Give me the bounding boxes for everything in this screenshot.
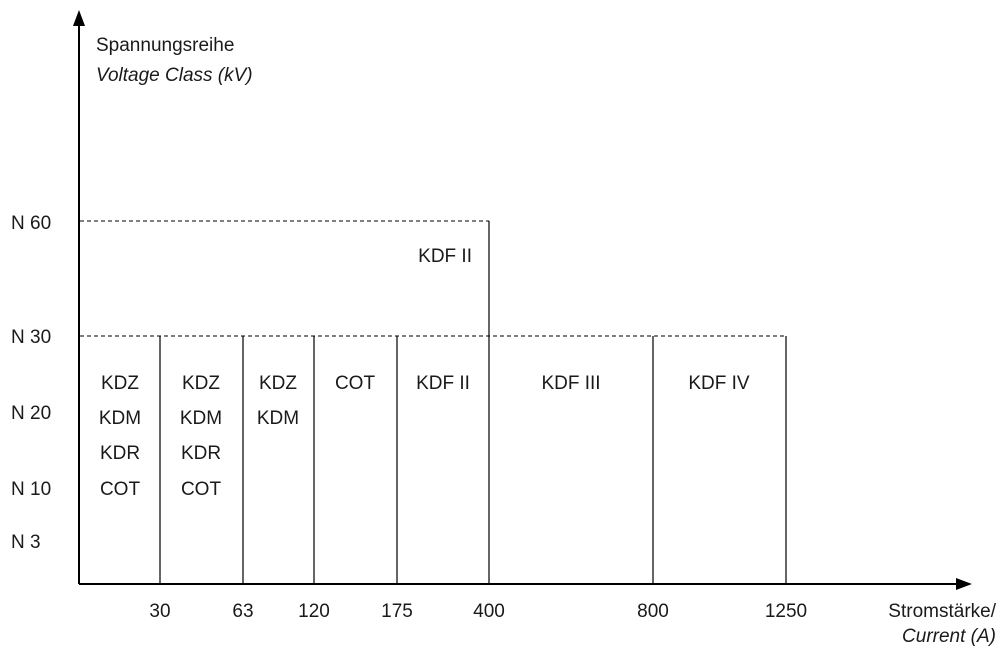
region-400-800-type-1: KDF III [541,373,600,394]
region-120-175-type-1: COT [335,373,376,394]
y-axis-subtitle: Voltage Class (kV) [96,65,253,86]
region-175-400-type-1: KDF II [416,373,470,394]
x-axis-title: Stromstärke/ [888,601,996,622]
region-30-63-type-3: KDR [181,443,221,464]
region-0-400-n60-type-1: KDF II [418,246,472,267]
x-axis-arrow-icon [956,578,972,590]
x-tick-400: 400 [473,601,505,622]
region-30-63-type-1: KDZ [182,373,220,394]
region-0-30-type-1: KDZ [101,373,139,394]
x-axis-subtitle: Current (A) [902,626,996,647]
x-tick-175: 175 [381,601,413,622]
y-tick-n30: N 30 [11,327,51,348]
y-tick-n10: N 10 [11,479,51,500]
x-tick-800: 800 [637,601,669,622]
region-63-120-type-2: KDM [257,408,299,429]
x-tick-30: 30 [149,601,170,622]
y-axis-arrow-icon [73,10,85,26]
y-tick-n60: N 60 [11,213,51,234]
x-tick-63: 63 [232,601,253,622]
y-axis-title: Spannungsreihe [96,35,234,56]
x-tick-1250: 1250 [765,601,807,622]
region-800-1250-type-1: KDF IV [688,373,750,394]
y-tick-n3: N 3 [11,532,41,553]
region-0-30-type-2: KDM [99,408,141,429]
region-30-63-type-2: KDM [180,408,222,429]
region-0-30-type-3: KDR [100,443,140,464]
region-63-120-type-1: KDZ [259,373,297,394]
region-30-63-type-4: COT [181,479,222,500]
y-tick-n20: N 20 [11,403,51,424]
region-0-30-type-4: COT [100,479,141,500]
x-tick-120: 120 [298,601,330,622]
